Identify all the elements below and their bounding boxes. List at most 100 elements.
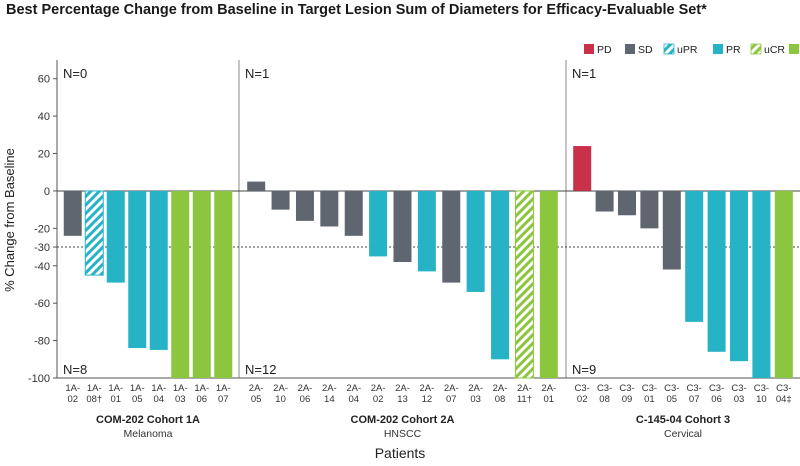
- bar-2a12: [417, 190, 436, 272]
- patient-id-label: C3-03: [731, 383, 746, 405]
- bar-c305: [662, 190, 681, 270]
- bar-2a13: [393, 190, 412, 263]
- patient-id-label: 1A-02: [65, 383, 80, 405]
- bar-1a06: [192, 190, 211, 378]
- bar-c304: [774, 190, 793, 378]
- cohort-name: C-145-04 Cohort 3: [636, 414, 730, 426]
- bar-2a08: [491, 190, 510, 360]
- patient-id-label: 1A-06: [194, 383, 209, 405]
- patient-id-label: 2A-13: [395, 383, 410, 405]
- y-tick-label: 20: [38, 149, 50, 161]
- patient-id-label: 2A-04: [346, 383, 361, 405]
- bar-1a08: [84, 190, 104, 276]
- legend-swatch-pr: [713, 44, 723, 54]
- n-below-label: N=8: [63, 362, 87, 377]
- y-axis-label: % Change from Baseline: [2, 148, 17, 292]
- patient-id-label: 1A-04: [151, 383, 166, 405]
- bar-2a10: [271, 190, 290, 210]
- patient-id-label: 1A-07: [216, 383, 231, 405]
- bar-2a06: [295, 190, 314, 221]
- patient-id-label: 2A-06: [298, 383, 313, 405]
- bar-2a05: [247, 181, 266, 191]
- patient-id-label: 1A-03: [173, 383, 188, 405]
- bar-c303: [730, 190, 748, 362]
- patient-id-label: C3-04‡: [776, 383, 792, 405]
- bar-2a03: [466, 190, 485, 292]
- patient-id-label: 2A-02: [371, 383, 386, 405]
- n-above-label: N=1: [572, 66, 596, 81]
- patient-id-label: 2A-14: [322, 383, 337, 405]
- bar-c302: [573, 146, 592, 191]
- cohort-name: COM-202 Cohort 1A: [96, 414, 200, 426]
- patient-id-label: 2A-11†: [517, 383, 532, 405]
- patient-id-label: C3-07: [687, 383, 702, 405]
- bar-2a04: [344, 190, 363, 236]
- n-above-label: N=0: [63, 66, 87, 81]
- bar-1a05: [128, 190, 147, 349]
- y-tick-label: -60: [34, 298, 50, 310]
- bar-c308: [595, 190, 614, 212]
- cohort-subtitle: Melanoma: [123, 428, 172, 440]
- bar-2a07: [442, 190, 461, 283]
- x-axis-label: Patients: [375, 445, 426, 461]
- patient-id-label: C3-06: [709, 383, 724, 405]
- legend-swatch-pd: [584, 44, 594, 54]
- y-tick-label: 0: [44, 186, 50, 198]
- legend-swatch-sd: [625, 44, 635, 54]
- patient-id-label: 2A-03: [468, 383, 483, 405]
- bar-1a03: [171, 190, 190, 378]
- legend-label: PR: [726, 44, 741, 56]
- patient-id-label: 2A-08: [493, 383, 508, 405]
- patient-id-label: 2A-12: [419, 383, 434, 405]
- patient-id-label: C3-08: [597, 383, 612, 405]
- legend-swatch-upr: [663, 43, 675, 55]
- y-tick-label: -80: [34, 336, 50, 348]
- bar-c307: [685, 190, 704, 322]
- patient-id-label: C3-01: [642, 383, 657, 405]
- bar-c310: [752, 190, 771, 378]
- patient-id-label: C3-10: [754, 383, 769, 405]
- patient-id-label: 2A-10: [273, 383, 288, 405]
- cohort-subtitle: Cervical: [664, 428, 702, 440]
- y-tick-label: 40: [38, 111, 50, 123]
- bars-layer: [63, 146, 793, 379]
- patient-id-label: 1A-05: [130, 383, 145, 405]
- bar-1a01: [106, 190, 125, 283]
- legend-label: SD: [638, 44, 653, 56]
- patient-id-label: 1A-08†: [86, 383, 102, 405]
- y-tick-label: -30: [34, 242, 50, 254]
- legend-swatch-ucr: [750, 43, 762, 55]
- legend: PDSDuPRPRuCRC: [584, 43, 799, 56]
- bar-1a04: [149, 190, 168, 350]
- y-tick-label: -100: [28, 373, 50, 385]
- legend-label: uCR: [764, 44, 785, 56]
- bar-2a11: [514, 190, 534, 379]
- legend-label: uPR: [677, 44, 698, 56]
- legend-label: PD: [597, 44, 612, 56]
- patient-id-label: C3-05: [664, 383, 679, 405]
- y-tick-label: -20: [34, 223, 50, 235]
- n-below-label: N=9: [572, 362, 596, 377]
- n-below-label: N=12: [245, 362, 276, 377]
- patient-id-label: C3-02: [575, 383, 590, 405]
- bar-2a02: [369, 190, 388, 257]
- y-tick-label: -40: [34, 261, 50, 273]
- patient-id-label: 2A-07: [444, 383, 459, 405]
- bar-c306: [707, 190, 726, 352]
- bar-1a02: [63, 190, 82, 236]
- patient-id-label: 2A-01: [541, 383, 556, 405]
- cohort-subtitle: HNSCC: [384, 428, 422, 440]
- legend-swatch-cr: [789, 44, 799, 54]
- bar-c301: [640, 190, 659, 229]
- bar-2a01: [539, 190, 558, 378]
- n-above-label: N=1: [245, 66, 269, 81]
- y-tick-label: 60: [38, 74, 50, 86]
- cohort-name: COM-202 Cohort 2A: [351, 414, 455, 426]
- bar-1a07: [214, 190, 233, 378]
- patient-id-label: 2A-05: [249, 383, 264, 405]
- chart-title: Best Percentage Change from Baseline in …: [6, 2, 707, 18]
- patient-id-label: 1A-01: [108, 383, 123, 405]
- bar-2a14: [320, 190, 339, 227]
- patient-id-label: C3-09: [619, 383, 634, 405]
